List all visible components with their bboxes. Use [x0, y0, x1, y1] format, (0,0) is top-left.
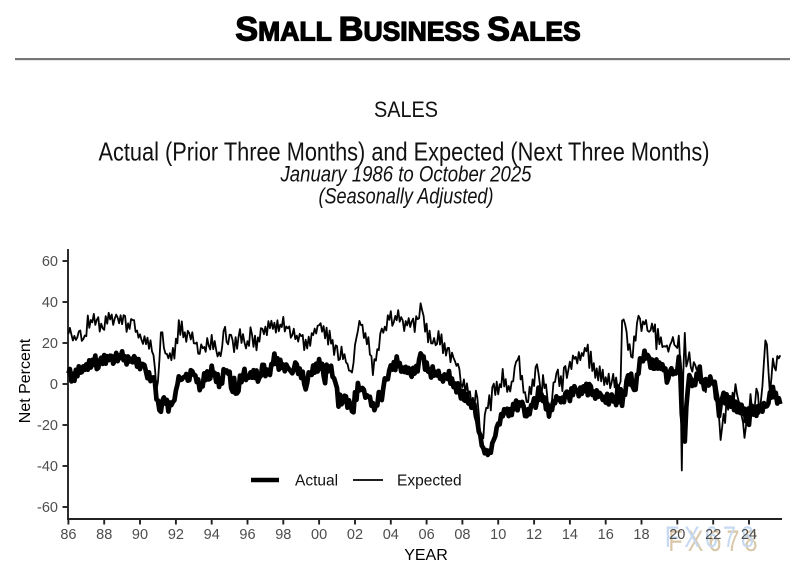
svg-text:Expected: Expected [397, 473, 462, 490]
svg-text:92: 92 [168, 527, 184, 543]
svg-text:00: 00 [311, 527, 327, 543]
svg-text:-20: -20 [37, 418, 58, 434]
svg-text:16: 16 [598, 527, 614, 543]
svg-text:18: 18 [633, 527, 649, 543]
svg-text:12: 12 [526, 527, 542, 543]
svg-text:-60: -60 [37, 500, 58, 516]
svg-text:January 1986 to October 2025: January 1986 to October 2025 [280, 162, 532, 187]
svg-text:14: 14 [562, 527, 578, 543]
svg-text:Actual (Prior Three Months) an: Actual (Prior Three Months) and Expected… [99, 137, 710, 167]
svg-text:YEAR: YEAR [404, 547, 448, 564]
svg-text:98: 98 [275, 527, 291, 543]
svg-text:24: 24 [741, 527, 757, 543]
svg-text:02: 02 [347, 527, 363, 543]
svg-text:04: 04 [383, 527, 399, 543]
svg-text:20: 20 [669, 527, 685, 543]
svg-text:40: 40 [42, 295, 58, 311]
svg-text:Net Percent: Net Percent [17, 338, 34, 423]
svg-text:96: 96 [239, 527, 255, 543]
svg-text:22: 22 [705, 527, 721, 543]
svg-text:SALES: SALES [374, 97, 438, 122]
svg-text:06: 06 [419, 527, 435, 543]
svg-text:-40: -40 [37, 459, 58, 475]
svg-text:60: 60 [42, 254, 58, 270]
svg-text:FX678: FX678 [668, 524, 762, 557]
svg-text:20: 20 [42, 336, 58, 352]
svg-text:0: 0 [50, 377, 58, 393]
svg-text:Actual: Actual [295, 473, 338, 490]
svg-text:FX678: FX678 [665, 520, 759, 553]
svg-text:88: 88 [96, 527, 112, 543]
svg-text:90: 90 [132, 527, 148, 543]
svg-text:08: 08 [454, 527, 470, 543]
svg-text:(Seasonally Adjusted): (Seasonally Adjusted) [319, 184, 494, 209]
svg-text:10: 10 [490, 527, 506, 543]
svg-text:SMALL BUSINESS SALES: SMALL BUSINESS SALES [235, 11, 580, 49]
svg-text:86: 86 [60, 527, 76, 543]
svg-text:94: 94 [204, 527, 220, 543]
